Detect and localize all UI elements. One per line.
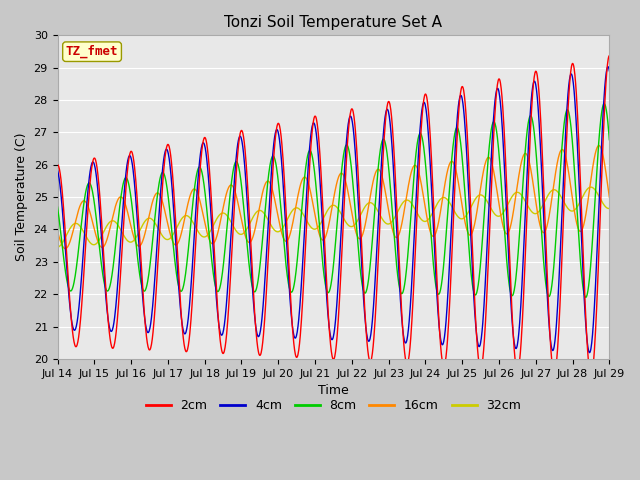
Text: TZ_fmet: TZ_fmet	[66, 45, 118, 59]
Legend: 2cm, 4cm, 8cm, 16cm, 32cm: 2cm, 4cm, 8cm, 16cm, 32cm	[141, 395, 526, 418]
Title: Tonzi Soil Temperature Set A: Tonzi Soil Temperature Set A	[225, 15, 442, 30]
X-axis label: Time: Time	[318, 384, 349, 397]
Y-axis label: Soil Temperature (C): Soil Temperature (C)	[15, 133, 28, 262]
